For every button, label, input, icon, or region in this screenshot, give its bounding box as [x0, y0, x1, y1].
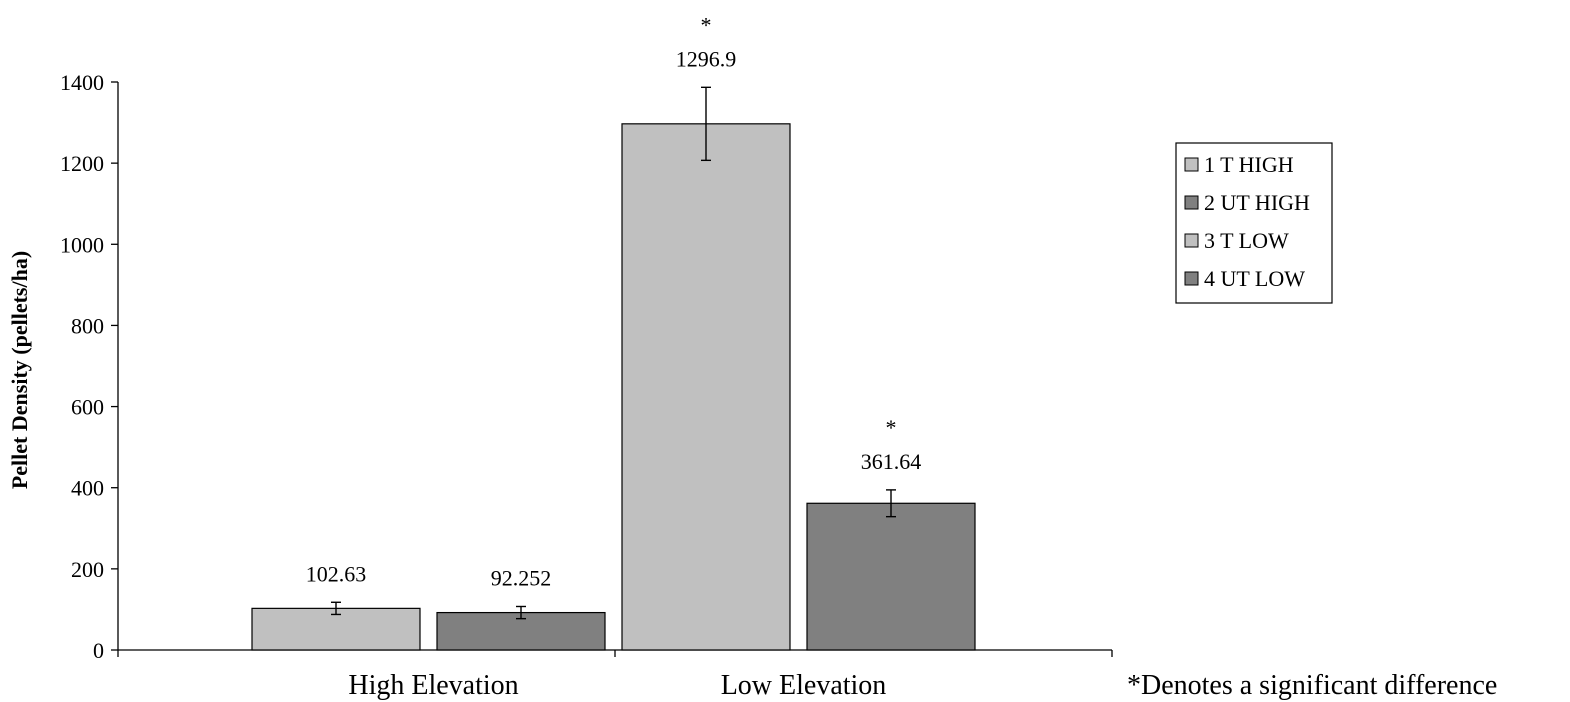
y-tick-label: 600	[71, 395, 104, 420]
y-axis-label: Pellet Density (pellets/ha)	[7, 251, 32, 489]
legend-swatch	[1184, 233, 1199, 248]
x-category-label: High Elevation	[348, 670, 518, 701]
data-label: 92.252	[491, 565, 552, 590]
legend-swatch	[1184, 195, 1199, 210]
bar-3-t-low	[621, 123, 791, 651]
legend-label: 1 T HIGH	[1204, 152, 1294, 177]
data-label: 1296.9	[676, 46, 737, 71]
x-axis: High Elevation Low Elevation	[117, 649, 1113, 701]
x-category-label: Low Elevation	[721, 670, 887, 701]
y-tick-label: 400	[71, 476, 104, 501]
y-tick-label: 1000	[60, 232, 104, 257]
significance-note: *Denotes a significant difference	[1127, 670, 1497, 701]
y-tick-label: 0	[93, 638, 104, 663]
y-axis: 0 200 400 600 800 1000 1200 1400	[60, 70, 119, 663]
y-tick-label: 800	[71, 313, 104, 338]
bar-1-t-high	[251, 607, 421, 651]
significance-marker: *	[701, 12, 712, 37]
data-label: 361.64	[861, 449, 922, 474]
legend-label: 3 T LOW	[1204, 228, 1289, 253]
bars: 102.63 92.252 1296.9 * 361.64 *	[251, 12, 976, 651]
data-label: 102.63	[306, 561, 367, 586]
legend: 1 T HIGH 2 UT HIGH 3 T LOW 4 UT LOW	[1175, 142, 1333, 304]
bar-4-ut-low	[806, 502, 976, 651]
y-tick-label: 200	[71, 557, 104, 582]
legend-box	[1175, 142, 1333, 304]
legend-swatch	[1184, 157, 1199, 172]
significance-marker: *	[886, 415, 897, 440]
y-tick-label: 1200	[60, 151, 104, 176]
y-tick-label: 1400	[60, 70, 104, 95]
legend-label: 4 UT LOW	[1204, 266, 1305, 291]
legend-swatch	[1184, 271, 1199, 286]
legend-label: 2 UT HIGH	[1204, 190, 1310, 215]
